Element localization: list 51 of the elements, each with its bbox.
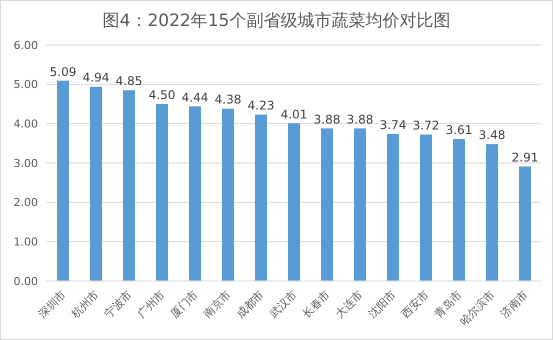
x-tick-label: 成都市	[234, 288, 267, 320]
bar	[123, 90, 135, 281]
bar	[486, 144, 498, 281]
x-tick-label: 杭州市	[68, 288, 102, 322]
chart-title: 图4：2022年15个副省级城市蔬菜均价对比图	[102, 10, 452, 33]
bar	[354, 128, 366, 281]
data-label: 3.72	[412, 118, 440, 133]
x-tick-label: 宁波市	[102, 288, 135, 320]
data-label: 3.74	[380, 118, 406, 132]
data-label: 5.09	[50, 64, 76, 79]
x-tick-label: 南京市	[201, 288, 234, 320]
data-label: 4.50	[148, 88, 176, 102]
data-label: 4.94	[82, 70, 110, 85]
data-label: 4.44	[182, 90, 208, 104]
y-tick-label: 4.00	[14, 118, 38, 131]
x-tick-label: 西安市	[399, 288, 432, 320]
y-tick-label: 5.00	[14, 78, 38, 92]
data-label: 3.48	[478, 128, 506, 142]
x-tick-label: 长春市	[300, 288, 333, 320]
x-tick-label: 大连市	[333, 288, 366, 320]
x-tick-label: 济南市	[498, 288, 531, 320]
bar	[57, 80, 69, 281]
x-tick-label: 广州市	[135, 288, 168, 320]
x-tick-label: 沈阳市	[366, 288, 399, 320]
data-label: 3.88	[314, 112, 340, 126]
data-label: 4.01	[280, 107, 308, 122]
bar	[420, 134, 432, 281]
data-label: 4.38	[214, 92, 242, 107]
y-tick-label: 0.00	[14, 274, 38, 288]
bar	[387, 134, 399, 281]
y-tick-label: 6.00	[14, 38, 38, 52]
data-label: 4.85	[116, 74, 142, 88]
x-tick-label: 武汉市	[267, 288, 300, 320]
bar	[156, 104, 168, 281]
data-label: 3.88	[346, 112, 374, 126]
data-label: 4.23	[248, 98, 274, 113]
bar	[453, 139, 465, 281]
bar	[255, 114, 267, 281]
data-label: 3.61	[446, 123, 472, 138]
y-tick-label: 1.00	[14, 236, 38, 249]
bar	[90, 86, 102, 281]
x-tick-label: 深圳市	[36, 288, 69, 320]
bar	[189, 106, 201, 281]
bar	[321, 128, 333, 281]
y-tick-label: 2.00	[14, 196, 38, 210]
x-tick-label: 厦门市	[168, 288, 201, 320]
bar	[519, 166, 531, 281]
data-label: 2.91	[512, 150, 538, 165]
bar	[222, 108, 234, 281]
bar	[288, 123, 300, 281]
y-tick-label: 3.00	[14, 156, 38, 170]
